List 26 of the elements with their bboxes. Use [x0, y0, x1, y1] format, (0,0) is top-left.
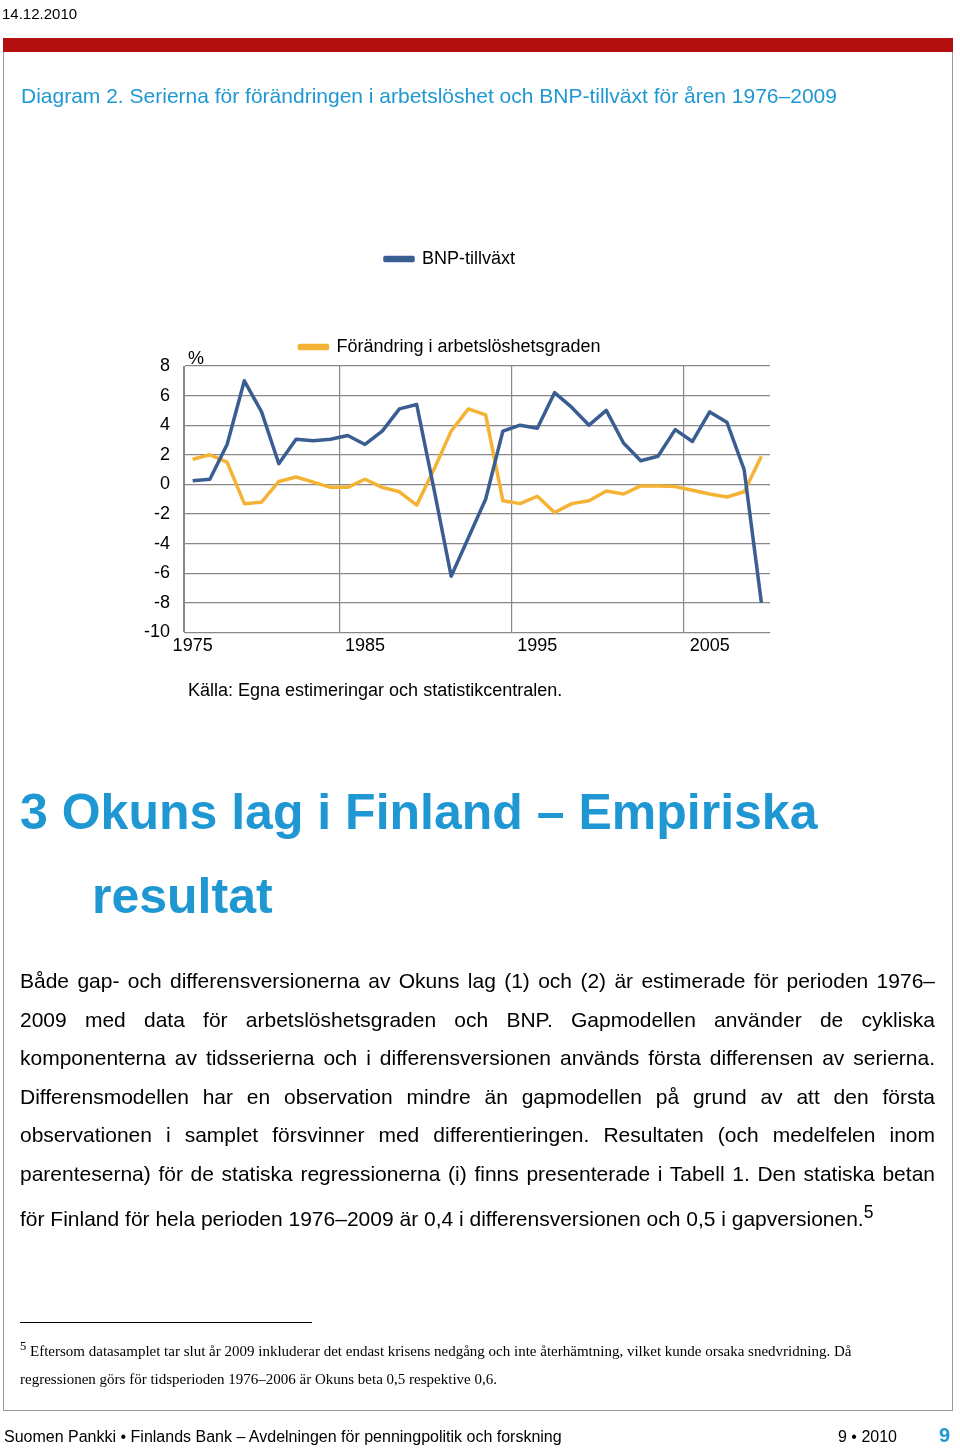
y-tick-label: -10	[144, 621, 171, 642]
chart-title: Diagram 2. Serierna för förändringen i arbetslöshet och BNP-tillväxt för åren 1976–2009	[21, 84, 837, 108]
text: 3 Okuns lag i Finland – Empiriska resultat	[20, 783, 819, 926]
y-axis-title: %	[188, 347, 205, 368]
x-tick-label: 1995	[517, 635, 558, 656]
text: Suomen Pankki • Finlands Bank – Avdelningen för penningpolitik och forskning	[4, 1428, 562, 1446]
x-tick-label: 1975	[172, 635, 213, 656]
text: $^{5}$ Eftersom datasamplet tar slut år 2009 inkluderar det endast krisens nedgång och inte återhämtning, vilket kunde orsaka snedvridning. Då regressionen görs för tidsperioden 1976–2006 är Okuns beta 0,5 respektive 0,6.	[20, 1338, 853, 1389]
y-tick-label: 4	[160, 414, 171, 435]
y-tick-label: -2	[154, 502, 171, 523]
text: 9	[939, 1424, 951, 1447]
legend-label: Förändring i arbetslöshetsgraden	[336, 335, 601, 356]
y-tick-label: -6	[154, 562, 171, 583]
y-tick-label: 2	[160, 443, 171, 464]
x-tick-label: 2005	[689, 635, 730, 656]
text: Både gap- och differensversionerna av Okuns lag (1) och (2) är estimerade för perioden 1976–2009 med data för arbetslöshetsgraden och BNP. Gapmodellen använder de cykliska komponenterna av tidsserierna och i differensversionen används första differensen av serierna. Differensmodellen har en observation mindre än gapmodellen på grund av att den första observationen i samplet försvinner med differentieringen. Resultaten (och medelfelen inom parenteserna) för de statiska regressionerna (i) finns presenterade i Tabell 1. Den statiska betan för Finland för hela perioden 1976–2009 är 0,4 i differensversionen och 0,5 i gapversionen.$^{5}$	[20, 968, 935, 1232]
y-tick-label: 8	[160, 354, 171, 375]
text: Källa: Egna estimeringar och statistikcentralen.	[188, 680, 563, 701]
text: 14.12.2010	[2, 5, 78, 22]
legend-label: BNP-tillväxt	[421, 247, 516, 268]
y-tick-label: 6	[160, 384, 171, 405]
y-tick-label: 0	[160, 473, 171, 494]
y-tick-label: -8	[154, 591, 171, 612]
text: 9 • 2010	[838, 1428, 897, 1446]
x-tick-label: 1985	[344, 635, 385, 656]
y-tick-label: -4	[154, 532, 171, 553]
